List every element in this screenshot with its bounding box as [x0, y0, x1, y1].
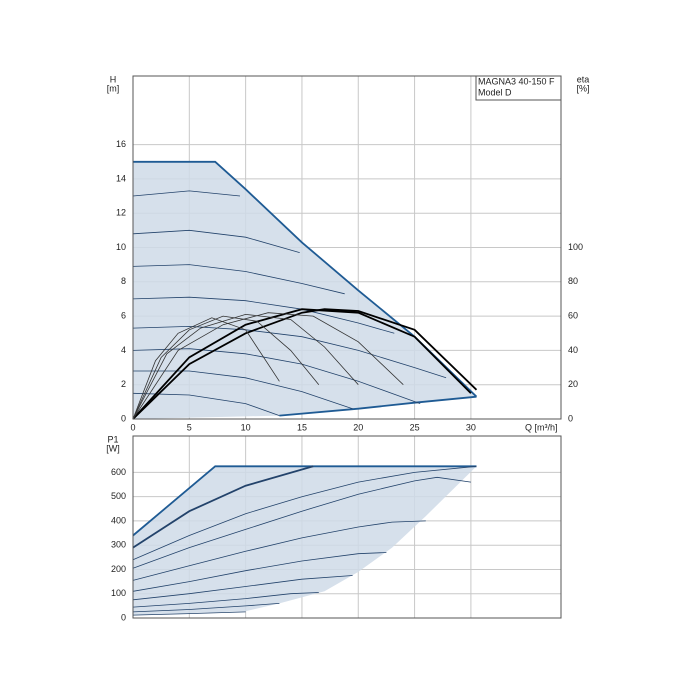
- y-tick-label: 0: [121, 413, 126, 423]
- y-tick-label: 16: [116, 139, 126, 149]
- y-tick-label: 4: [121, 345, 126, 355]
- x-tick-label: 15: [297, 422, 307, 432]
- curve: [132, 392, 280, 416]
- y-tick-label: 300: [111, 540, 126, 550]
- y-tick-label: 2: [121, 379, 126, 389]
- y-tick-label: 14: [116, 173, 126, 183]
- curve: [132, 575, 353, 601]
- x-tick-label: 5: [187, 422, 192, 432]
- plot-frame: [132, 75, 562, 420]
- curve: [132, 476, 471, 569]
- y2-axis-label: eta: [577, 74, 590, 84]
- y2-tick-label: 80: [568, 276, 578, 286]
- curve: [132, 190, 241, 197]
- curve: [132, 465, 477, 537]
- curve: [132, 465, 477, 561]
- x-tick-label: 20: [353, 422, 363, 432]
- operating-area: [133, 466, 477, 616]
- y-tick-label: 0: [121, 612, 126, 622]
- efficiency-curve: [132, 312, 404, 420]
- y2-axis-label: [%]: [576, 83, 589, 93]
- efficiency-curve: [132, 308, 478, 420]
- curve: [132, 520, 426, 581]
- curve: [132, 465, 314, 549]
- y2-tick-label: 60: [568, 310, 578, 320]
- y-tick-label: 400: [111, 515, 126, 525]
- y-axis-label: [m]: [107, 83, 120, 93]
- y-tick-label: 6: [121, 310, 126, 320]
- y2-tick-label: 100: [568, 242, 583, 252]
- y-axis-label: [W]: [106, 443, 120, 453]
- y-tick-label: 12: [116, 208, 126, 218]
- x-axis-label: Q [m³/h]: [525, 422, 558, 432]
- efficiency-curve: [132, 317, 280, 420]
- y-tick-label: 500: [111, 491, 126, 501]
- plot-frame: [132, 435, 562, 619]
- y-tick-label: 200: [111, 564, 126, 574]
- y-tick-label: 10: [116, 242, 126, 252]
- curve: [132, 611, 246, 616]
- title-line: Model D: [478, 87, 512, 97]
- y2-tick-label: 0: [568, 413, 573, 423]
- x-tick-label: 0: [130, 422, 135, 432]
- curve: [279, 395, 477, 417]
- y2-tick-label: 40: [568, 345, 578, 355]
- curve: [132, 325, 447, 379]
- efficiency-curve: [132, 308, 472, 420]
- y2-tick-label: 20: [568, 379, 578, 389]
- y-tick-label: 8: [121, 276, 126, 286]
- title-line: MAGNA3 40-150 F: [478, 76, 555, 86]
- efficiency-curve: [132, 315, 320, 420]
- y-tick-label: 100: [111, 588, 126, 598]
- efficiency-curve: [132, 313, 359, 420]
- y-tick-label: 600: [111, 467, 126, 477]
- curve: [132, 264, 345, 295]
- curve: [133, 370, 353, 410]
- x-tick-label: 10: [241, 422, 251, 432]
- title-box: [475, 75, 562, 101]
- x-tick-label: 30: [466, 422, 476, 432]
- y-axis-label: P1: [107, 434, 118, 444]
- curve: [132, 552, 387, 592]
- curve: [132, 603, 280, 613]
- curve: [132, 296, 395, 334]
- operating-area: [133, 161, 477, 420]
- y-axis-label: H: [110, 74, 117, 84]
- curve: [132, 229, 300, 253]
- x-tick-label: 25: [410, 422, 420, 432]
- curve: [132, 592, 319, 608]
